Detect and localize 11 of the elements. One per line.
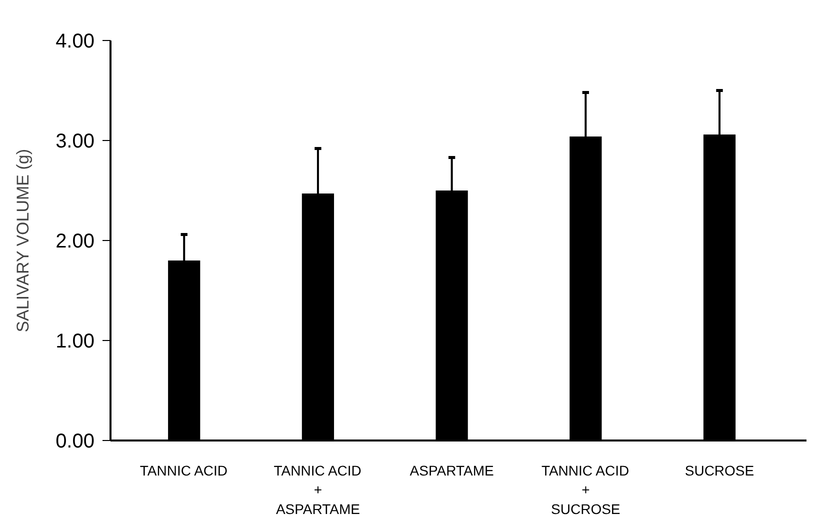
y-tick-label: 4.00 (56, 30, 95, 52)
y-tick-label: 2.00 (56, 230, 95, 252)
y-axis-title: SALIVARY VOLUME (g) (14, 149, 33, 332)
y-tick-label: 1.00 (56, 330, 95, 352)
x-tick-label: TANNIC ACID (140, 462, 228, 478)
x-tick-label: TANNIC ACID + SUCROSE (541, 462, 630, 517)
y-tick-label: 3.00 (56, 130, 95, 152)
x-tick-label: ASPARTAME (410, 462, 494, 478)
x-tick-label: SUCROSE (684, 462, 754, 478)
y-tick-label: 0.00 (56, 430, 95, 452)
x-tick-label: TANNIC ACID + ASPARTAME (274, 462, 362, 517)
